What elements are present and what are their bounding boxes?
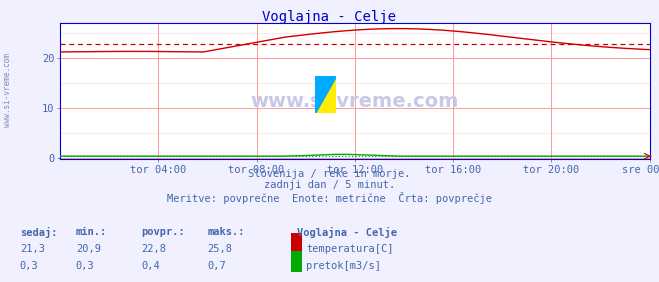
Text: Slovenija / reke in morje.: Slovenija / reke in morje. xyxy=(248,169,411,179)
Text: www.si-vreme.com: www.si-vreme.com xyxy=(250,92,459,111)
Text: 22,8: 22,8 xyxy=(142,244,167,254)
Polygon shape xyxy=(315,76,336,113)
Text: 0,3: 0,3 xyxy=(76,261,94,271)
Text: pretok[m3/s]: pretok[m3/s] xyxy=(306,261,382,271)
Text: 0,4: 0,4 xyxy=(142,261,160,271)
Text: maks.:: maks.: xyxy=(208,227,245,237)
Text: temperatura[C]: temperatura[C] xyxy=(306,244,394,254)
Text: zadnji dan / 5 minut.: zadnji dan / 5 minut. xyxy=(264,180,395,190)
Text: 21,3: 21,3 xyxy=(20,244,45,254)
Polygon shape xyxy=(315,76,336,113)
Text: 0,7: 0,7 xyxy=(208,261,226,271)
Text: www.si-vreme.com: www.si-vreme.com xyxy=(3,53,13,127)
Text: povpr.:: povpr.: xyxy=(142,227,185,237)
Text: 25,8: 25,8 xyxy=(208,244,233,254)
Text: Voglajna - Celje: Voglajna - Celje xyxy=(262,10,397,24)
Text: sedaj:: sedaj: xyxy=(20,227,57,238)
Text: Meritve: povprečne  Enote: metrične  Črta: povprečje: Meritve: povprečne Enote: metrične Črta:… xyxy=(167,192,492,204)
Text: 0,3: 0,3 xyxy=(20,261,38,271)
Text: min.:: min.: xyxy=(76,227,107,237)
Text: 20,9: 20,9 xyxy=(76,244,101,254)
Text: Voglajna - Celje: Voglajna - Celje xyxy=(297,227,397,238)
